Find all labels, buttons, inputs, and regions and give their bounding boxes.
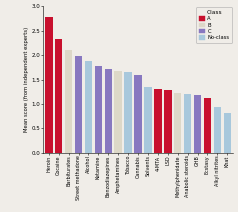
Bar [104,69,112,153]
Bar [214,107,221,153]
Bar [124,72,132,153]
Bar [184,94,191,153]
Bar [55,39,62,153]
Bar [75,56,82,153]
Bar [65,50,72,153]
Bar [154,89,162,153]
Bar [204,98,211,153]
Bar [134,75,142,153]
Bar [95,66,102,153]
Bar [194,95,201,153]
Bar [45,17,53,153]
Bar [174,93,181,153]
Bar [144,87,152,153]
Bar [223,113,231,153]
Bar [85,61,92,153]
Bar [114,71,122,153]
Bar [164,90,172,153]
Y-axis label: Mean score (from independent experts): Mean score (from independent experts) [24,27,29,132]
Legend: A, B, C, No-class: A, B, C, No-class [196,7,232,43]
